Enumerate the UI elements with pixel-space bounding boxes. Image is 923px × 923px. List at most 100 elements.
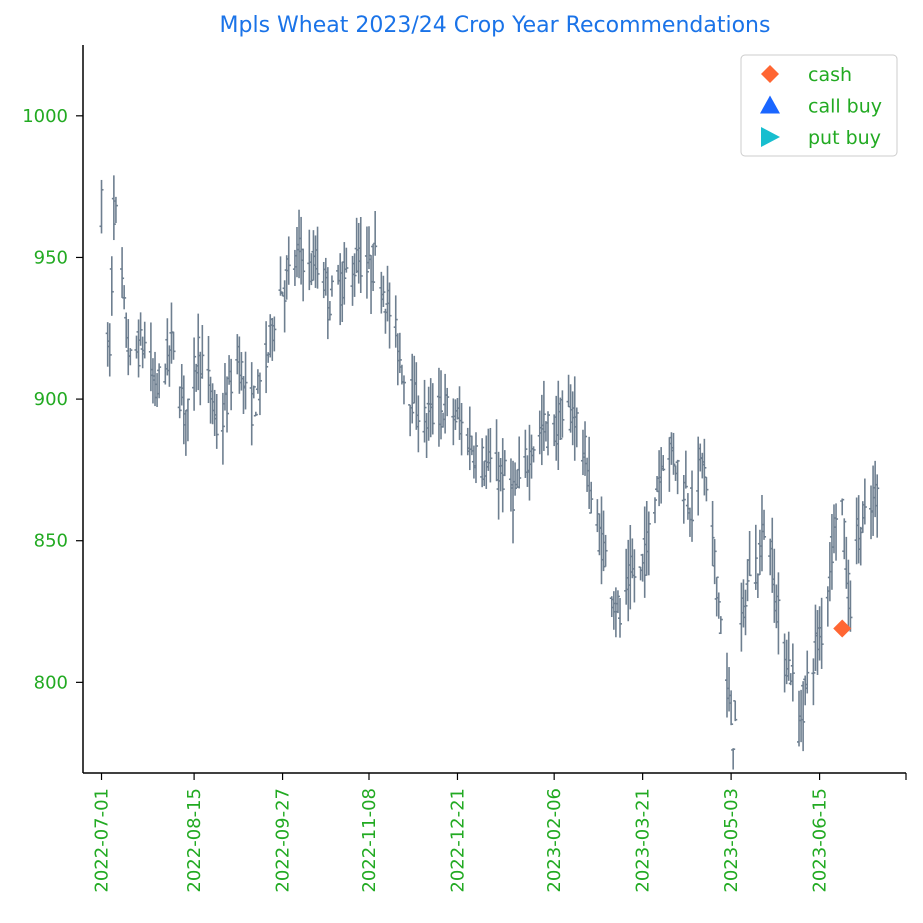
- ohlc-bar: [710, 500, 715, 566]
- ohlc-bar: [545, 411, 550, 456]
- ohlc-bar: [790, 643, 795, 702]
- ohlc-bar: [286, 236, 291, 285]
- ohlc-bar: [220, 392, 225, 465]
- ohlc-bar: [733, 700, 738, 722]
- x-tick-label: 2023-03-21: [633, 788, 654, 893]
- ohlc-bar: [603, 534, 608, 568]
- ohlc-bar: [583, 421, 588, 476]
- ohlc-bar: [681, 474, 686, 524]
- ohlc-bar: [531, 446, 536, 463]
- y-axis-ticks: 800 850 900 950 1000: [22, 106, 83, 693]
- ohlc-bar: [459, 402, 464, 456]
- ohlc-bar: [342, 242, 347, 305]
- ohlc-bar: [157, 363, 162, 399]
- legend-box: [740, 54, 898, 157]
- ohlc-bar: [282, 280, 287, 333]
- ohlc-bar: [371, 243, 376, 292]
- ohlc-bar: [214, 394, 219, 449]
- ohlc-bar: [862, 478, 867, 525]
- ohlc-bar: [541, 380, 546, 451]
- ohlc-bar: [196, 313, 201, 391]
- ohlc-bar: [840, 498, 845, 516]
- cash-marker: [833, 619, 852, 638]
- ohlc-bar: [589, 481, 594, 514]
- y-tick-label: 900: [34, 389, 68, 410]
- ohlc-bar: [253, 411, 258, 417]
- ohlc-bar: [712, 539, 717, 585]
- legend: cash call buy put buy: [740, 54, 898, 157]
- ohlc-bar: [511, 460, 516, 544]
- ohlc-bar: [776, 572, 781, 655]
- ohlc-bar: [729, 690, 734, 726]
- ohlc-bar: [745, 559, 750, 602]
- ohlc-bar: [243, 351, 248, 410]
- ohlc-bar: [574, 407, 579, 448]
- ohlc-bar: [239, 352, 244, 391]
- ohlc-bar: [99, 179, 104, 234]
- ohlc-bar: [381, 275, 386, 307]
- legend-marker-cash: [761, 65, 779, 83]
- ohlc-bar: [671, 432, 676, 475]
- ohlc-bar: [301, 248, 306, 302]
- x-tick-label: 2023-06-15: [810, 788, 831, 893]
- ohlc-bar: [743, 589, 748, 636]
- ohlc-bar: [704, 476, 709, 502]
- ohlc-bar: [401, 375, 406, 405]
- ohlc-bar: [834, 503, 839, 561]
- y-tick-label: 850: [34, 531, 68, 552]
- ohlc-bar: [257, 372, 262, 416]
- ohlc-bar: [410, 353, 415, 424]
- ohlc-bar: [327, 301, 332, 321]
- ohlc-bar: [488, 427, 493, 483]
- legend-label: call buy: [808, 96, 882, 118]
- ohlc-bar: [171, 331, 176, 360]
- ohlc-bar: [416, 395, 421, 453]
- ohlc-bar: [272, 316, 277, 352]
- ohlc-bar: [122, 285, 127, 310]
- ohlc-bar: [702, 438, 707, 496]
- ohlc-bar: [278, 256, 283, 296]
- ohlc-bar: [185, 398, 190, 442]
- ohlc-bar: [397, 332, 402, 374]
- x-axis-ticks: 2022-07-01 2022-08-15 2022-09-27 2022-11-08…: [92, 773, 907, 893]
- ohlc-bar: [875, 474, 880, 538]
- ohlc-bar: [819, 597, 824, 669]
- ohlc-bar: [632, 549, 637, 603]
- ohlc-bar: [718, 616, 723, 635]
- ohlc-bar: [690, 470, 695, 542]
- ohlc-bar: [811, 658, 816, 706]
- ohlc-bar: [615, 590, 620, 614]
- ohlc-bar: [177, 386, 182, 419]
- y-tick-label: 800: [34, 672, 68, 693]
- ohlc-bar: [848, 580, 853, 632]
- legend-label: put buy: [808, 127, 881, 149]
- y-tick-label: 950: [34, 247, 68, 268]
- ohlc-bar: [731, 748, 736, 770]
- ohlc-bar: [225, 376, 230, 433]
- x-tick-label: 2022-08-15: [184, 788, 205, 893]
- ohlc-bar: [358, 216, 363, 293]
- ohlc-bar: [618, 598, 623, 638]
- ohlc-bar: [829, 514, 834, 590]
- ohlc-bar: [646, 511, 651, 576]
- ohlc-bar: [747, 530, 752, 577]
- ohlc-bar: [200, 325, 205, 379]
- ohlc-bar: [120, 247, 125, 298]
- ohlc-bar: [138, 312, 143, 346]
- ohlc-bar: [453, 399, 458, 430]
- ohlc-bar: [473, 432, 478, 484]
- x-tick-label: 2023-02-06: [544, 788, 565, 893]
- ohlc-bar: [344, 247, 349, 273]
- ohlc-bar: [315, 226, 320, 289]
- x-tick-label: 2022-07-01: [92, 788, 113, 893]
- ohlc-bar: [801, 681, 806, 752]
- ohlc-bar: [560, 390, 565, 438]
- ohlc-bar: [373, 210, 378, 256]
- x-tick-label: 2022-12-21: [447, 788, 468, 893]
- ohlc-bar: [786, 631, 791, 681]
- chart-title: Mpls Wheat 2023/24 Crop Year Recommendat…: [220, 13, 771, 38]
- x-tick-label: 2022-11-08: [359, 788, 380, 893]
- ohlc-bar: [846, 559, 851, 632]
- ohlc-bar: [762, 509, 767, 540]
- ohlc-bar: [661, 455, 666, 472]
